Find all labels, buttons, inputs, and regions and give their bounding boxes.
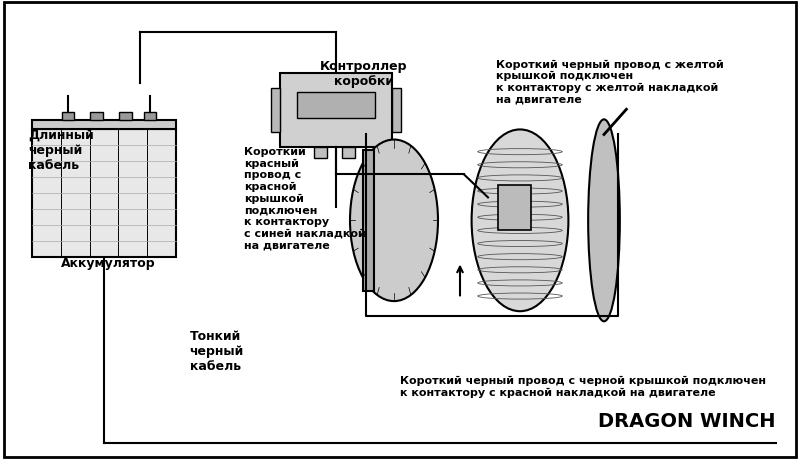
Ellipse shape	[588, 119, 620, 321]
Bar	[314, 147, 327, 158]
Bar	[271, 88, 280, 132]
Text: Короткий
красный
провод с
красной
крышкой
подключен
к контактору
с синей накладк: Короткий красный провод с красной крышко…	[244, 147, 366, 250]
Text: Тонкий
черный
кабель: Тонкий черный кабель	[189, 330, 243, 374]
Bar	[498, 185, 531, 230]
Bar	[32, 129, 176, 257]
Text: Длинный
черный
кабель: Длинный черный кабель	[28, 129, 94, 172]
Ellipse shape	[472, 129, 569, 311]
Text: DRAGON WINCH: DRAGON WINCH	[598, 413, 776, 431]
Bar	[62, 112, 74, 119]
Bar	[342, 147, 355, 158]
Ellipse shape	[350, 140, 438, 301]
Bar	[32, 119, 176, 129]
Bar	[90, 112, 103, 119]
Bar	[297, 92, 375, 118]
Bar	[280, 73, 392, 147]
Text: Короткий черный провод с желтой
крышкой подключен
к контактору с желтой накладко: Короткий черный провод с желтой крышкой …	[496, 60, 724, 105]
Text: Аккумулятор: Аккумулятор	[61, 257, 155, 270]
Bar	[392, 88, 401, 132]
Bar	[144, 112, 157, 119]
Text: Короткий черный провод с черной крышкой подключен
к контактору с красной накладк: Короткий черный провод с черной крышкой …	[400, 376, 766, 398]
Bar	[119, 112, 132, 119]
Text: Контроллер
коробки: Контроллер коробки	[320, 60, 408, 88]
Bar	[363, 150, 374, 291]
